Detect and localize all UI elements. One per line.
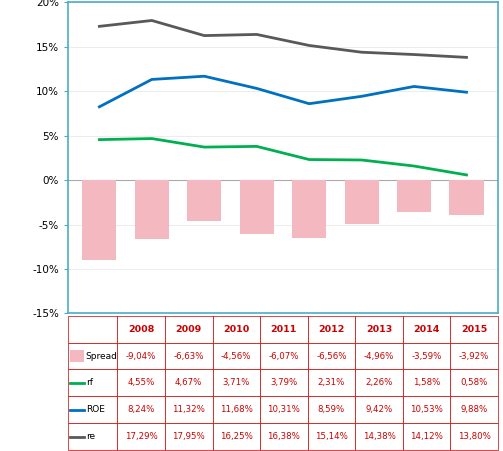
Text: 11,32%: 11,32%	[173, 405, 205, 414]
Bar	[397, 180, 431, 212]
Bar	[292, 180, 326, 239]
Text: 17,29%: 17,29%	[125, 432, 157, 441]
Text: 2009: 2009	[176, 325, 202, 334]
Text: 2012: 2012	[318, 325, 345, 334]
Text: 2008: 2008	[128, 325, 154, 334]
Text: 17,95%: 17,95%	[173, 432, 205, 441]
Text: 0,58%: 0,58%	[460, 378, 488, 387]
Bar	[82, 180, 116, 261]
Text: Spread: Spread	[86, 351, 118, 360]
Text: 15,14%: 15,14%	[315, 432, 348, 441]
Text: -4,96%: -4,96%	[364, 351, 394, 360]
Text: 8,24%: 8,24%	[127, 405, 155, 414]
Text: -4,56%: -4,56%	[221, 351, 252, 360]
Text: 1,58%: 1,58%	[413, 378, 440, 387]
Text: 13,80%: 13,80%	[458, 432, 490, 441]
Text: 10,31%: 10,31%	[268, 405, 300, 414]
Text: rf: rf	[86, 378, 93, 387]
Text: 14,38%: 14,38%	[363, 432, 395, 441]
Text: 16,25%: 16,25%	[220, 432, 253, 441]
Text: 8,59%: 8,59%	[318, 405, 345, 414]
Text: 2013: 2013	[366, 325, 392, 334]
Bar	[345, 180, 379, 224]
Text: -3,59%: -3,59%	[411, 351, 442, 360]
Text: -6,63%: -6,63%	[174, 351, 204, 360]
Text: 4,67%: 4,67%	[175, 378, 202, 387]
Text: -6,56%: -6,56%	[316, 351, 347, 360]
Text: -6,07%: -6,07%	[269, 351, 299, 360]
Text: 2011: 2011	[271, 325, 297, 334]
Text: ROE: ROE	[86, 405, 105, 414]
Text: 14,12%: 14,12%	[410, 432, 443, 441]
Text: 10,53%: 10,53%	[410, 405, 443, 414]
Bar	[135, 180, 169, 239]
Text: re: re	[86, 432, 95, 441]
Bar	[187, 180, 221, 221]
Text: 16,38%: 16,38%	[268, 432, 300, 441]
Text: 9,88%: 9,88%	[461, 405, 488, 414]
Text: 11,68%: 11,68%	[220, 405, 253, 414]
Text: 2014: 2014	[413, 325, 440, 334]
Bar	[450, 180, 483, 215]
Text: 2,31%: 2,31%	[318, 378, 345, 387]
Text: 2015: 2015	[461, 325, 487, 334]
Text: -3,92%: -3,92%	[459, 351, 489, 360]
Text: 4,55%: 4,55%	[127, 378, 155, 387]
Text: 2010: 2010	[223, 325, 249, 334]
Text: 9,42%: 9,42%	[365, 405, 393, 414]
Text: 3,71%: 3,71%	[223, 378, 250, 387]
Text: 3,79%: 3,79%	[270, 378, 297, 387]
Text: -9,04%: -9,04%	[126, 351, 156, 360]
Bar	[239, 180, 274, 234]
Text: 2,26%: 2,26%	[365, 378, 393, 387]
